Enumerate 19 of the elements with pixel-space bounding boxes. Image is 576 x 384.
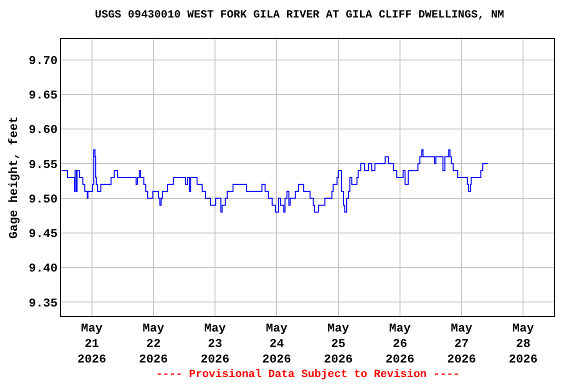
- y-tick-label: 9.70: [28, 54, 58, 68]
- y-tick-label: 9.65: [28, 88, 58, 103]
- x-tick-label: May 21 2026: [77, 321, 106, 367]
- text: ---- Provisional Data Subject to Revision ----: [156, 369, 460, 381]
- x-tick-label: May 27 2026: [447, 321, 476, 367]
- y-tick-label: 9.45: [28, 227, 58, 242]
- x-tick-label: May 23 2026: [200, 321, 230, 367]
- x-tick-label: May 25 2026: [324, 321, 353, 367]
- chart-title: USGS 09430010 WEST FORK GILA RIVER AT GILA CLIFF DWELLINGS, NM: [94, 9, 505, 22]
- y-tick-label: 9.40: [28, 262, 58, 276]
- x-tick-label: May 24 2026: [262, 321, 292, 367]
- y-tick-label: 9.60: [28, 123, 58, 138]
- y-tick-label: 9.35: [28, 296, 58, 310]
- y-tick-label: 9.55: [28, 158, 58, 172]
- x-tick-label: May 22 2026: [139, 321, 168, 367]
- x-tick-label: May 26 2026: [386, 321, 414, 367]
- y-axis-title: Gage height, feet: [7, 116, 22, 239]
- x-tick-label: May 28 2026: [508, 321, 538, 367]
- y-tick-label: 9.50: [28, 192, 58, 206]
